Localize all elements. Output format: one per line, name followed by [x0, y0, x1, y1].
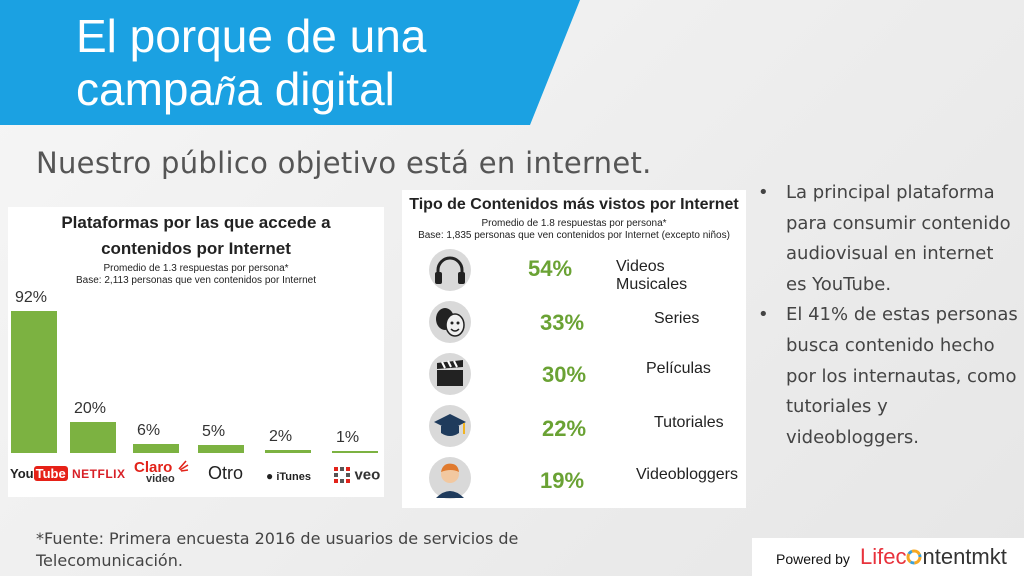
content-label: Tutoriales	[654, 414, 724, 431]
source-note: *Fuente: Primera encuesta 2016 de usuari…	[36, 529, 519, 570]
headphones-icon	[429, 249, 471, 291]
bullet-item: • El 41% de estas personas busca contenid…	[758, 300, 1018, 453]
youtube-logo: You Tube	[10, 466, 68, 481]
platform-bar	[332, 451, 378, 453]
claro-video-logo: Claro video	[134, 459, 189, 485]
content-row: 30% Películas	[414, 350, 740, 398]
content-chart-note-1: Promedio de 1.8 respuestas por persona*	[481, 218, 667, 229]
bullet-list: • La principal plataforma para consumir c…	[758, 178, 1018, 453]
platforms-chart-title-2: contenidos por Internet	[101, 239, 291, 258]
platform-bar	[265, 449, 311, 453]
platforms-chart-note-1: Promedio de 1.3 respuestas por persona*	[103, 263, 289, 274]
colorful-o-icon	[906, 549, 922, 565]
person-avatar-icon	[429, 457, 471, 499]
platforms-chart-title-1: Plataformas por las que accede a	[61, 213, 331, 232]
clapperboard-icon	[429, 353, 471, 395]
platform-bar-value: 5%	[202, 423, 226, 441]
apple-icon: ●	[266, 469, 274, 483]
platform-bar-value: 6%	[137, 421, 161, 439]
platform-bar	[198, 445, 244, 453]
content-pct: 54%	[528, 256, 573, 281]
veo-logo: veo	[334, 466, 380, 484]
graduation-cap-icon	[429, 405, 471, 447]
theater-masks-icon	[429, 301, 471, 343]
content-label: Videobloggers	[636, 466, 739, 483]
content-pct: 22%	[542, 416, 587, 441]
netflix-logo: NETFLIX	[72, 467, 126, 481]
platform-bar	[133, 443, 179, 453]
lifecontent-logo: Lifec ntentmkt	[860, 544, 1007, 569]
title-banner	[0, 0, 580, 125]
bullet-dot-icon: •	[758, 304, 769, 326]
platforms-chart-panel: Plataformas por las que accede a conteni…	[8, 207, 384, 497]
platform-bar-value: 1%	[336, 429, 360, 447]
platform-bar-value: 2%	[269, 427, 293, 445]
content-row: 54% Videos Musicales	[414, 246, 740, 294]
veo-grid-icon	[334, 466, 350, 483]
content-pct: 19%	[540, 468, 585, 493]
powered-by-badge: Powered by Lifec ntentmkt	[752, 538, 1024, 576]
bullet-dot-icon: •	[758, 182, 769, 203]
platform-bar-value: 92%	[15, 289, 48, 307]
slide-title: El porque de una campaña digital	[76, 10, 546, 119]
platform-bar	[70, 422, 116, 453]
powered-by-label: Powered by	[776, 551, 850, 567]
platforms-chart-note-2: Base: 2,113 personas que ven contenidos …	[76, 275, 316, 286]
content-row: 33% Series	[414, 298, 740, 346]
content-pct: 33%	[540, 310, 585, 335]
bullet-item: • La principal plataforma para consumir c…	[758, 178, 1018, 300]
content-label: Videos Musicales	[616, 258, 688, 293]
platform-bar	[11, 311, 57, 453]
title-line-2: campaña digital	[76, 63, 395, 115]
content-row: 19% Videobloggers	[414, 454, 740, 502]
content-types-panel: Tipo de Contenidos más vistos por Intern…	[402, 190, 746, 508]
content-label: Series	[654, 310, 700, 327]
platform-bar-value: 20%	[74, 400, 107, 418]
slide-subtitle: Nuestro público objetivo está en interne…	[36, 146, 652, 180]
content-pct: 30%	[542, 362, 587, 387]
otro-label: Otro	[208, 463, 244, 483]
claro-rays-icon	[178, 460, 189, 472]
content-row: 22% Tutoriales	[414, 402, 740, 450]
content-chart-note-2: Base: 1,835 personas que ven contenidos …	[418, 230, 730, 241]
itunes-logo: ● iTunes	[266, 469, 311, 483]
title-line-1: El porque de una	[76, 10, 427, 62]
content-chart-title: Tipo de Contenidos más vistos por Intern…	[409, 196, 739, 213]
content-label: Películas	[646, 360, 711, 377]
